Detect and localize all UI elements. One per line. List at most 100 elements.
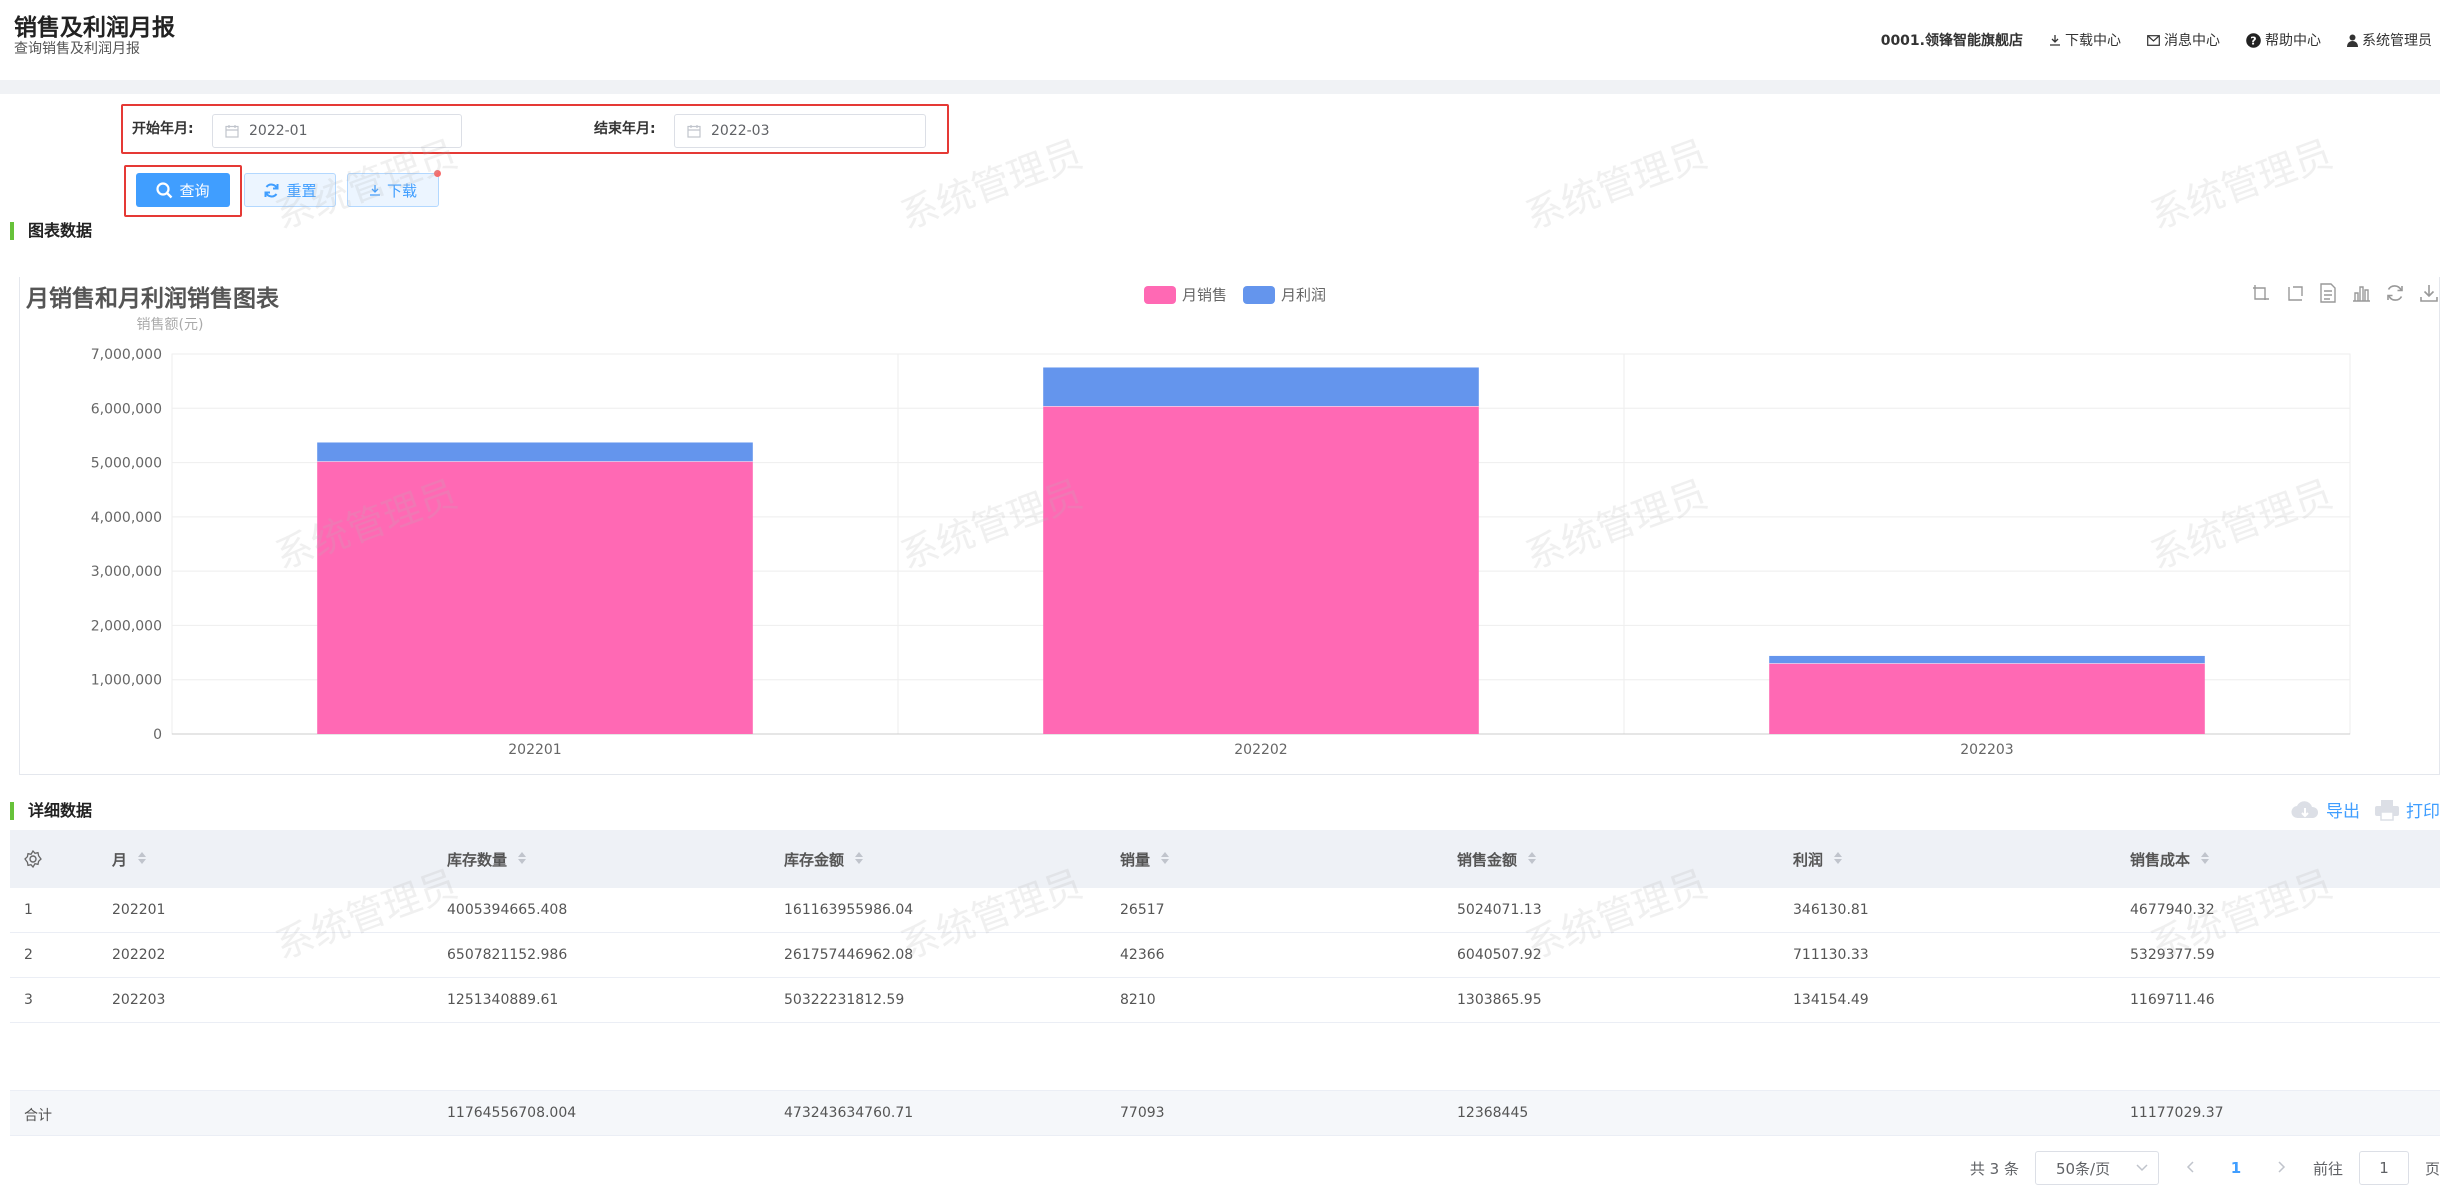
search-icon: [156, 181, 173, 199]
header-divider-band: [0, 80, 2440, 94]
legend-label-profit: 月利润: [1281, 286, 1327, 304]
mail-icon: [2147, 34, 2160, 46]
download-icon: [369, 184, 381, 196]
y-tick-label: 6,000,000: [91, 401, 162, 417]
table-cell: 26517: [1120, 902, 1165, 918]
table-cell: 6507821152.986: [447, 947, 568, 963]
start-month-picker[interactable]: 2022-01: [212, 114, 462, 148]
page-size-select[interactable]: 50条/页: [2034, 1151, 2159, 1185]
table-cell: 6040507.92: [1457, 947, 1542, 963]
summary-cell: 12368445: [1457, 1105, 1529, 1121]
user-menu[interactable]: 系统管理员: [2347, 30, 2432, 50]
detail-section-title: 详细数据: [10, 802, 92, 820]
table-cell: 202201: [112, 902, 166, 918]
sort-icon[interactable]: [137, 850, 147, 870]
calendar-icon: [225, 124, 239, 138]
table-row[interactable]: 2 202202 6507821152.986 261757446962.08 4236…: [10, 933, 2440, 978]
sort-icon[interactable]: [1527, 850, 1537, 870]
x-tick-label: 202201: [508, 742, 561, 758]
chevron-down-icon: [2136, 1164, 2148, 1172]
query-button-highlight: [124, 165, 242, 217]
goto-page-input[interactable]: 1: [2358, 1151, 2409, 1185]
legend-item-profit[interactable]: 月利润: [1243, 284, 1326, 305]
table-cell: 711130.33: [1793, 947, 1869, 963]
table-header: 月 库存数量 库存金额 销量 销售金额 利润 销售成本: [10, 830, 2440, 888]
page-size-value: 50条/页: [2055, 1159, 2111, 1178]
summary-label: 合计: [24, 1108, 52, 1124]
summary-cell: 11177029.37: [2130, 1105, 2224, 1121]
pagination: 共 3 条 50条/页 1 前往 1 页: [1970, 1150, 2440, 1186]
help-center-link[interactable]: ? 帮助中心: [2246, 30, 2321, 50]
bar-profit-202203[interactable]: [1769, 655, 2205, 664]
column-header[interactable]: 销量: [1120, 851, 1151, 869]
sort-icon[interactable]: [1833, 850, 1843, 870]
page-number-current[interactable]: 1: [2230, 1159, 2242, 1177]
goto-prefix: 前往: [2312, 1159, 2343, 1178]
table-cell: 134154.49: [1793, 992, 1869, 1008]
restore-icon[interactable]: [2385, 283, 2405, 303]
sales-profit-chart: 0 1,000,000 2,000,000 3,000,000 4,000,000 5,0…: [91, 317, 2351, 758]
sort-icon[interactable]: [517, 850, 527, 870]
help-center-label: 帮助中心: [2265, 33, 2321, 49]
x-tick-label: 202202: [1234, 742, 1287, 758]
zoom-select-icon[interactable]: [2251, 283, 2271, 303]
table-row[interactable]: 1 202201 4005394665.408 161163955986.04 2651…: [10, 888, 2440, 933]
cloud-download-icon: [2290, 799, 2320, 821]
sort-icon[interactable]: [854, 850, 864, 870]
download-center-label: 下载中心: [2065, 33, 2121, 49]
export-button[interactable]: 导出: [2290, 797, 2360, 822]
chart-title: 月销售和月利润销售图表: [26, 286, 279, 312]
watermark-text: 系统管理员: [1519, 131, 1714, 238]
row-index: 3: [24, 992, 33, 1008]
prev-page-button[interactable]: [2175, 1159, 2205, 1177]
legend-swatch-profit: [1243, 285, 1276, 304]
sort-icon[interactable]: [1160, 850, 1170, 870]
zoom-reset-icon[interactable]: [2285, 283, 2305, 303]
download-button-label: 下载: [386, 181, 417, 200]
print-button[interactable]: 打印: [2374, 797, 2440, 822]
summary-row: 合计 11764556708.004 473243634760.71 77093 12…: [10, 1090, 2440, 1136]
column-header[interactable]: 库存数量: [447, 851, 508, 869]
message-center-link[interactable]: 消息中心: [2147, 30, 2220, 50]
bar-profit-202202[interactable]: [1043, 367, 1479, 407]
query-button[interactable]: 查询: [136, 173, 230, 207]
start-month-value: 2022-01: [249, 123, 308, 139]
bar-profit-202201[interactable]: [317, 442, 753, 462]
reset-button[interactable]: 重置: [244, 173, 336, 207]
end-month-label: 结束年月:: [594, 121, 656, 137]
next-page-button[interactable]: [2267, 1159, 2297, 1177]
export-label: 导出: [2326, 802, 2360, 822]
bar-sales-202203[interactable]: [1769, 663, 2205, 734]
bar-chart-icon[interactable]: [2351, 283, 2371, 303]
column-header[interactable]: 销售成本: [2130, 851, 2191, 869]
row-index: 2: [24, 947, 33, 963]
header-toolbar: 0001.领锋智能旗舰店 下载中心 消息中心 ? 帮助中心 系统管理员: [1881, 30, 2432, 50]
sort-icon[interactable]: [2200, 850, 2210, 870]
table-cell: 1303865.95: [1457, 992, 1542, 1008]
bar-sales-202202[interactable]: [1043, 406, 1479, 734]
column-header[interactable]: 销售金额: [1457, 851, 1518, 869]
legend-item-sales[interactable]: 月销售: [1144, 284, 1227, 305]
table-cell: 5024071.13: [1457, 902, 1542, 918]
printer-icon: [2374, 799, 2400, 821]
column-header[interactable]: 月: [112, 851, 128, 869]
column-header[interactable]: 利润: [1793, 851, 1824, 869]
reset-button-label: 重置: [286, 181, 317, 200]
y-tick-label: 0: [153, 727, 162, 743]
column-header[interactable]: 库存金额: [784, 851, 845, 869]
save-image-icon[interactable]: [2419, 283, 2439, 303]
summary-cell: 473243634760.71: [784, 1105, 914, 1121]
download-button[interactable]: 下载: [347, 173, 439, 207]
download-center-link[interactable]: 下载中心: [2049, 30, 2121, 50]
y-axis-title: 销售额(元): [137, 317, 204, 333]
store-name[interactable]: 0001.领锋智能旗舰店: [1880, 33, 2023, 49]
column-settings-icon[interactable]: [24, 849, 42, 872]
table-row[interactable]: 3 202203 1251340889.61 50322231812.59 8210 13…: [10, 978, 2440, 1023]
end-month-picker[interactable]: 2022-03: [674, 114, 926, 148]
message-center-label: 消息中心: [2164, 33, 2220, 49]
bar-sales-202201[interactable]: [317, 461, 753, 734]
data-view-icon[interactable]: [2319, 283, 2337, 303]
table-cell: 5329377.59: [2130, 947, 2215, 963]
y-tick-label: 2,000,000: [91, 618, 162, 634]
